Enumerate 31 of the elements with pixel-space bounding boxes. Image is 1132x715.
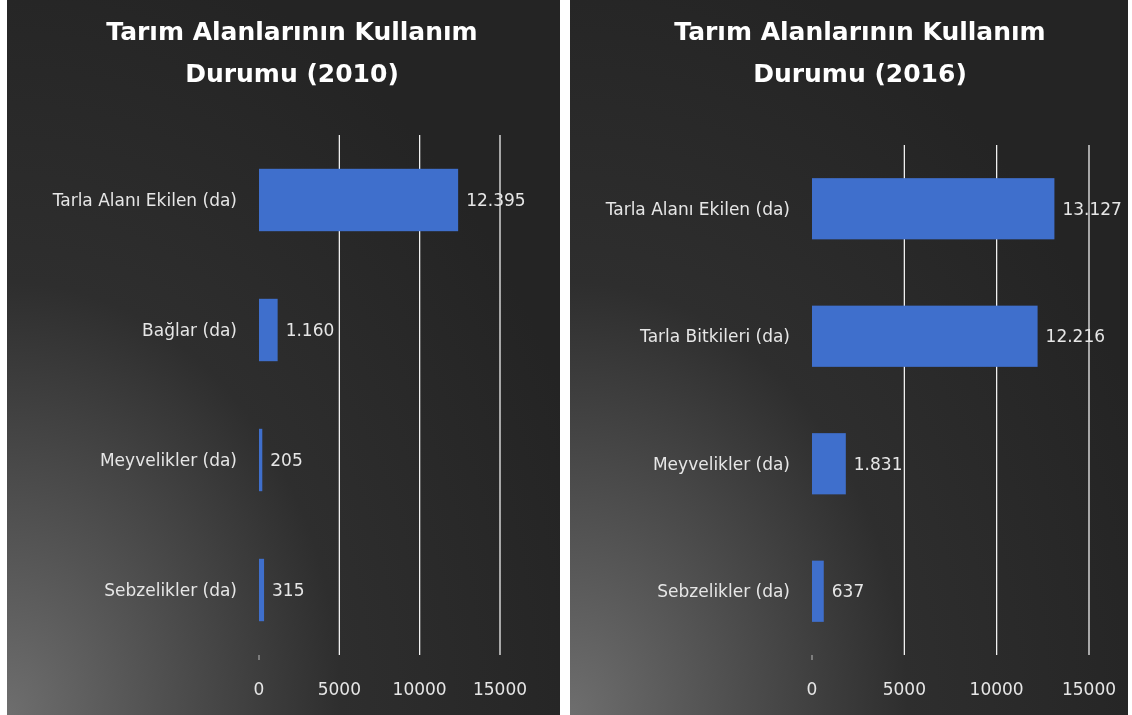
- data-label: 1.160: [285, 320, 335, 340]
- bar: [259, 558, 265, 622]
- bar: [812, 433, 846, 495]
- x-tick-label: 10000: [392, 679, 447, 699]
- y-tick-label: Tarla Alanı Ekilen (da): [604, 198, 790, 219]
- x-tick-label: 5000: [317, 679, 361, 699]
- y-tick-label: Sebzelikler (da): [657, 581, 790, 602]
- bar: [259, 428, 263, 492]
- y-tick-label: Tarla Alanı Ekilen (da): [51, 190, 237, 210]
- bar: [259, 298, 278, 362]
- x-tick-label: 0: [806, 679, 818, 699]
- bar: [259, 168, 459, 232]
- bar: [812, 305, 1038, 367]
- data-label: 637: [831, 581, 865, 602]
- chart-title: Tarım Alanlarının Kullanım Durumu (2010): [106, 17, 478, 88]
- x-tick-label: 10000: [969, 679, 1024, 699]
- data-label: 205: [270, 450, 303, 470]
- chart-title: Tarım Alanlarının Kullanım Durumu (2016): [674, 17, 1046, 88]
- data-label: 315: [272, 580, 305, 600]
- y-tick-label: Meyvelikler (da): [652, 453, 790, 474]
- x-tick-label: 5000: [882, 679, 926, 699]
- y-tick-label: Tarla Bitkileri (da): [639, 326, 790, 347]
- x-tick-label: 15000: [1061, 679, 1117, 699]
- y-tick-label: Bağlar (da): [142, 320, 237, 340]
- x-tick-label: 0: [253, 679, 265, 699]
- bar: [812, 560, 824, 622]
- y-tick-label: Sebzelikler (da): [104, 580, 237, 600]
- x-tick-label: 15000: [472, 679, 528, 699]
- data-label: 1.831: [853, 453, 903, 474]
- y-tick-label: Meyvelikler (da): [99, 450, 237, 470]
- bar: [812, 178, 1055, 240]
